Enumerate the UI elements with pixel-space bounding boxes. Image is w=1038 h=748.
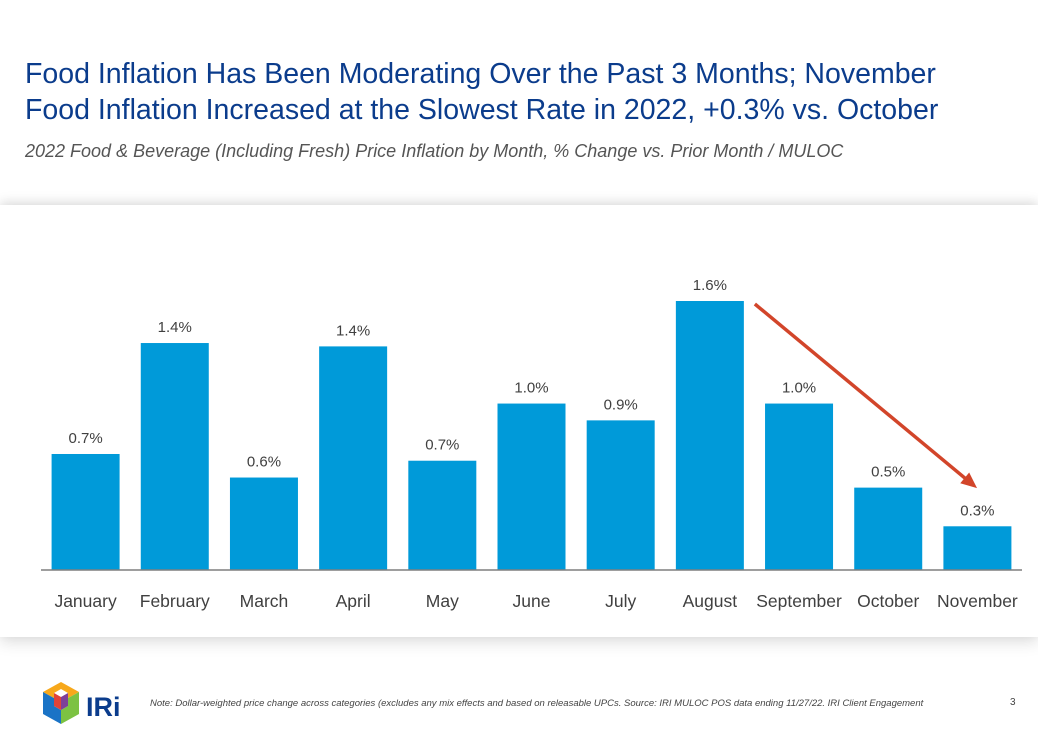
footnote: Note: Dollar-weighted price change acros… (150, 698, 924, 709)
data-label-november: 0.3% (960, 502, 994, 519)
x-tick-november: November (937, 591, 1018, 611)
chart-panel: 0.7% 1.4% 0.6% 1.4% 0.7% 1.0% 0.9% 1.6% 1.0% 0.5%… (0, 205, 1038, 637)
data-label-january: 0.7% (68, 430, 102, 447)
data-label-june: 1.0% (514, 380, 548, 397)
bar-february (140, 343, 209, 570)
data-labels-group: 0.7% 1.4% 0.6% 1.4% 0.7% 1.0% 0.9% 1.6% 1.0% 0.5%… (68, 277, 994, 519)
x-tick-march: March (240, 591, 289, 611)
bar-october (854, 487, 923, 570)
x-tick-june: June (513, 591, 551, 611)
data-label-may: 0.7% (425, 437, 459, 454)
data-label-april: 1.4% (336, 322, 370, 339)
x-tick-october: October (857, 591, 919, 611)
bar-july (586, 420, 655, 570)
logo-wordmark: IRi (86, 692, 121, 722)
bars-group (51, 301, 1012, 570)
bar-september (765, 403, 834, 570)
slide-title: Food Inflation Has Been Moderating Over … (25, 56, 1025, 128)
x-tick-may: May (426, 591, 459, 611)
bar-march (229, 477, 298, 570)
trend-arrowhead (960, 472, 978, 489)
page-number: 3 (1010, 697, 1016, 708)
x-tick-september: September (756, 591, 842, 611)
logo-cube-icon (43, 682, 79, 724)
x-tick-july: July (605, 591, 636, 611)
trend-arrow-group (753, 302, 978, 489)
x-axis-labels-group: January February March April May June July Augu… (54, 591, 1017, 611)
data-label-august: 1.6% (693, 277, 727, 294)
bar-may (408, 460, 477, 570)
bar-november (943, 526, 1012, 570)
bar-january (51, 453, 120, 570)
x-tick-august: August (683, 591, 738, 611)
data-label-october: 0.5% (871, 464, 905, 481)
data-label-february: 1.4% (158, 319, 192, 336)
data-label-march: 0.6% (247, 454, 281, 471)
chart-subtitle: 2022 Food & Beverage (Including Fresh) P… (25, 141, 844, 161)
iri-logo: IRi (43, 682, 121, 724)
bar-june (497, 403, 566, 570)
x-tick-february: February (140, 591, 210, 611)
bar-august (675, 301, 744, 570)
title-line-2: Food Inflation Increased at the Slowest … (25, 94, 939, 126)
data-label-july: 0.9% (604, 396, 638, 413)
trend-arrow-line (753, 302, 974, 486)
title-line-1: Food Inflation Has Been Moderating Over … (25, 58, 936, 90)
data-label-september: 1.0% (782, 380, 816, 397)
x-tick-april: April (336, 591, 371, 611)
bar-april (319, 346, 388, 570)
x-tick-january: January (54, 591, 117, 611)
bar-chart: 0.7% 1.4% 0.6% 1.4% 0.7% 1.0% 0.9% 1.6% 1.0% 0.5%… (41, 277, 1022, 611)
